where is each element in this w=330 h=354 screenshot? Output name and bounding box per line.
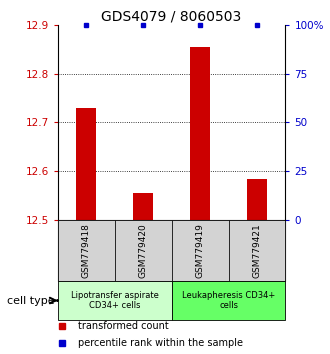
Title: GDS4079 / 8060503: GDS4079 / 8060503 [102,10,242,24]
Text: Lipotransfer aspirate
CD34+ cells: Lipotransfer aspirate CD34+ cells [71,291,159,310]
Bar [76,108,96,220]
Text: Leukapheresis CD34+
cells: Leukapheresis CD34+ cells [182,291,275,310]
FancyBboxPatch shape [172,281,285,320]
Text: transformed count: transformed count [78,321,169,331]
FancyBboxPatch shape [58,281,172,320]
Text: cell type: cell type [7,296,55,306]
FancyBboxPatch shape [58,220,115,281]
Bar [190,47,210,220]
Text: GSM779418: GSM779418 [82,223,91,278]
Text: GSM779419: GSM779419 [196,223,205,278]
FancyBboxPatch shape [172,220,228,281]
FancyBboxPatch shape [115,220,172,281]
FancyBboxPatch shape [228,220,285,281]
Text: GSM779420: GSM779420 [139,223,148,278]
Bar [133,193,153,220]
Bar [247,179,267,220]
Text: GSM779421: GSM779421 [252,223,261,278]
Text: percentile rank within the sample: percentile rank within the sample [78,338,243,348]
